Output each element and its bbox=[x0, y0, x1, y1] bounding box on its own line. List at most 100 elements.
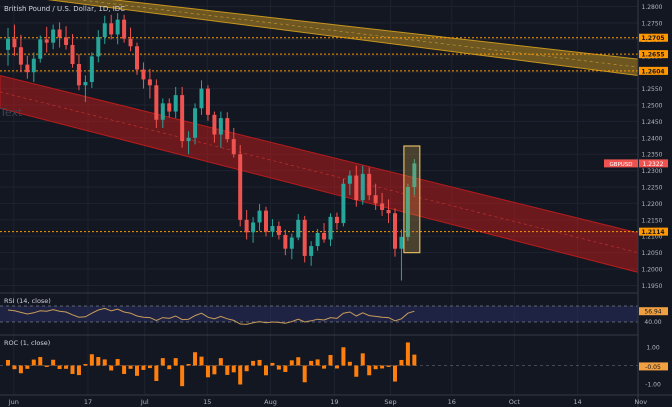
price-tick-label: 1.2350 bbox=[642, 152, 663, 159]
level-price-tag[interactable] bbox=[639, 33, 668, 42]
roc-bar bbox=[283, 365, 288, 372]
level-price-tag[interactable] bbox=[639, 66, 668, 75]
candle-body bbox=[154, 85, 159, 120]
rsi-axis-label: 40.00 bbox=[644, 319, 661, 326]
price-tick-label: 1.2750 bbox=[642, 20, 663, 27]
level-price-label: 1.2114 bbox=[641, 229, 664, 236]
roc-bar bbox=[393, 365, 397, 382]
roc-bar bbox=[380, 365, 385, 369]
candle-body bbox=[257, 210, 262, 223]
candle-body bbox=[315, 232, 320, 247]
roc-bar bbox=[83, 364, 88, 366]
candle-body bbox=[57, 29, 62, 38]
roc-bar bbox=[405, 342, 410, 366]
candle-body bbox=[412, 163, 417, 188]
time-tick-label: 14 bbox=[573, 398, 581, 406]
roc-bar bbox=[296, 357, 301, 366]
candle-body bbox=[296, 219, 301, 238]
candle-body bbox=[186, 137, 191, 142]
candle-body bbox=[147, 79, 152, 86]
time-tick-label: 16 bbox=[448, 398, 456, 406]
roc-bar bbox=[328, 354, 333, 366]
highlight-box[interactable] bbox=[403, 145, 421, 254]
candle-body bbox=[218, 118, 223, 135]
roc-bar bbox=[180, 365, 185, 387]
candle-body bbox=[264, 210, 268, 232]
roc-value-tag bbox=[639, 362, 668, 371]
price-tick-label: 1.2800 bbox=[642, 4, 663, 11]
last-price-tag[interactable] bbox=[639, 159, 668, 168]
candle-body bbox=[225, 118, 230, 140]
roc-bar bbox=[18, 365, 23, 374]
candle-body bbox=[141, 69, 146, 80]
candle-body bbox=[334, 216, 339, 224]
candle-body bbox=[70, 44, 75, 64]
roc-bar bbox=[412, 354, 417, 366]
roc-label: ROC (1, close) bbox=[4, 339, 50, 347]
roc-bar bbox=[276, 365, 281, 370]
candle-body bbox=[302, 219, 307, 256]
roc-bar bbox=[89, 354, 94, 366]
rsi-pane: RSI (14, close) bbox=[0, 292, 672, 325]
candle-body bbox=[212, 114, 217, 135]
chart-title: British Pound / U.S. Dollar, 1D, IDC bbox=[4, 5, 125, 13]
roc-bar bbox=[70, 365, 75, 374]
roc-bar bbox=[141, 365, 146, 370]
channel-midline bbox=[78, 0, 639, 68]
roc-bar bbox=[225, 365, 230, 375]
candle-body bbox=[76, 63, 81, 86]
time-tick-label: 19 bbox=[330, 398, 338, 406]
price-tick-label: 1.2100 bbox=[642, 234, 663, 241]
candle-body bbox=[6, 38, 10, 50]
roc-bar bbox=[309, 360, 314, 366]
candle-body bbox=[380, 203, 385, 210]
price-tick-label: 1.2300 bbox=[642, 168, 663, 175]
watermark-text: Text bbox=[0, 106, 23, 119]
candle-body bbox=[51, 29, 56, 43]
candle-body bbox=[135, 46, 139, 70]
highlight-rect[interactable] bbox=[403, 145, 421, 254]
roc-bar bbox=[354, 365, 359, 377]
candle-body bbox=[44, 39, 49, 43]
time-axis[interactable]: Jun 17 Jul 15 Aug 19 Sep 16 Oct 14 Nov bbox=[0, 394, 672, 406]
roc-bar bbox=[135, 365, 139, 376]
time-tick-label: Oct bbox=[509, 398, 521, 406]
roc-bar bbox=[160, 358, 165, 366]
roc-bar bbox=[289, 360, 294, 366]
roc-axis-label: -1.00 bbox=[645, 381, 661, 388]
roc-bar bbox=[360, 353, 365, 366]
candle-body bbox=[193, 108, 198, 138]
symbol-tag[interactable] bbox=[604, 159, 638, 168]
roc-bar bbox=[270, 362, 275, 366]
roc-bar bbox=[51, 359, 56, 366]
candle-body bbox=[167, 103, 172, 112]
roc-pane: ROC (1, close) bbox=[0, 334, 672, 387]
time-tick-label: Nov bbox=[634, 398, 647, 406]
price-tick-label: 1.2000 bbox=[642, 267, 663, 274]
price-tick-label: 1.1950 bbox=[642, 283, 663, 290]
level-price-label: 1.2604 bbox=[641, 68, 664, 75]
roc-bar bbox=[6, 359, 10, 366]
roc-bar bbox=[205, 365, 210, 378]
price-axis[interactable]: 1.28001.27501.27001.26501.26001.25501.25… bbox=[604, 0, 672, 407]
roc-bar bbox=[186, 364, 191, 366]
level-price-tag[interactable] bbox=[639, 227, 668, 236]
roc-bar bbox=[96, 357, 101, 366]
level-price-tag[interactable] bbox=[639, 50, 668, 59]
candle-body bbox=[399, 236, 404, 249]
candle-body bbox=[309, 246, 314, 256]
candle-body bbox=[405, 187, 410, 237]
channel-midline bbox=[0, 91, 639, 253]
candle-body bbox=[360, 173, 365, 201]
roc-bar bbox=[386, 365, 391, 367]
roc-bar bbox=[334, 365, 339, 369]
candle-body bbox=[102, 23, 107, 38]
rsi-line bbox=[7, 307, 415, 325]
price-tick-label: 1.2500 bbox=[642, 102, 663, 109]
price-tick-label: 1.2050 bbox=[642, 250, 663, 257]
symbol-label: GBPUSD bbox=[609, 162, 632, 168]
roc-bar bbox=[399, 359, 404, 366]
candle-body bbox=[38, 39, 43, 59]
candle-body bbox=[347, 175, 352, 184]
